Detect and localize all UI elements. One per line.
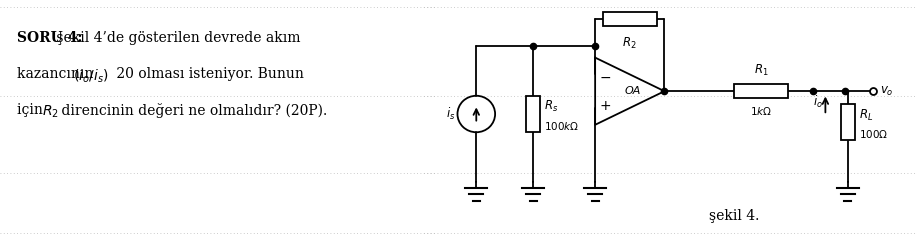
Text: $-$: $-$ — [599, 70, 611, 84]
Text: $100\Omega$: $100\Omega$ — [858, 128, 888, 140]
Text: $100k\Omega$: $100k\Omega$ — [544, 120, 580, 132]
Text: $+$: $+$ — [599, 99, 611, 113]
Text: direncinin değeri ne olmalıdır? (20P).: direncinin değeri ne olmalıdır? (20P). — [57, 103, 327, 118]
Text: $R_2$: $R_2$ — [623, 36, 637, 51]
Bar — [526, 96, 540, 132]
Bar — [841, 104, 855, 140]
Text: OA: OA — [624, 86, 640, 96]
Text: şekil 4’de gösterilen devrede akım: şekil 4’de gösterilen devrede akım — [52, 31, 301, 45]
Bar — [602, 12, 657, 26]
Text: 20 olması isteniyor. Bunun: 20 olması isteniyor. Bunun — [112, 67, 304, 81]
Text: $v_o$: $v_o$ — [880, 85, 893, 98]
Text: $1k\Omega$: $1k\Omega$ — [750, 105, 772, 117]
Text: kazancının: kazancının — [17, 67, 98, 81]
Bar — [734, 84, 789, 98]
Text: $i_o$: $i_o$ — [813, 94, 823, 110]
Text: $R_2$: $R_2$ — [42, 103, 60, 120]
Text: için: için — [17, 103, 48, 117]
Text: $R_L$: $R_L$ — [858, 108, 873, 123]
Text: şekil 4.: şekil 4. — [709, 209, 759, 223]
Text: SORU 4:: SORU 4: — [17, 31, 83, 45]
Text: $R_s$: $R_s$ — [544, 99, 558, 114]
Text: $R_1$: $R_1$ — [754, 63, 768, 78]
Text: $i_s$: $i_s$ — [446, 106, 455, 122]
Text: $(i_o/i_s)$: $(i_o/i_s)$ — [72, 67, 108, 85]
